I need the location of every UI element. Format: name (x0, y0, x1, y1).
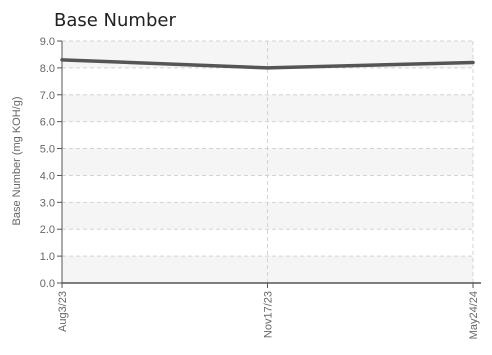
y-tick-label: 1.0 (40, 251, 55, 263)
y-tick-label: 0.0 (40, 278, 55, 290)
y-tick-label: 7.0 (40, 90, 55, 102)
chart-title: Base Number (54, 10, 176, 31)
series-line (60, 58, 475, 70)
y-tick-label: 4.0 (40, 170, 55, 182)
axes (57, 40, 481, 288)
y-axis-label: Base Number (mg KOH/g) (11, 97, 23, 226)
x-tick-label: Aug3/23 (57, 291, 69, 332)
y-tick-label: 9.0 (40, 36, 55, 48)
y-tick-label: 8.0 (40, 63, 55, 75)
x-tick-label: May24/24 (468, 291, 480, 339)
tick-labels: 0.0 1.0 2.0 3.0 4.0 5.0 6.0 7.0 8.0 9.0 Aug3/23 Nov… (40, 36, 480, 339)
x-tick-label: Nov17/23 (263, 291, 275, 338)
y-tick-label: 5.0 (40, 144, 55, 156)
y-tick-label: 6.0 (40, 117, 55, 129)
y-tick-label: 3.0 (40, 197, 55, 209)
y-tick-label: 2.0 (40, 224, 55, 236)
series (60, 58, 475, 70)
